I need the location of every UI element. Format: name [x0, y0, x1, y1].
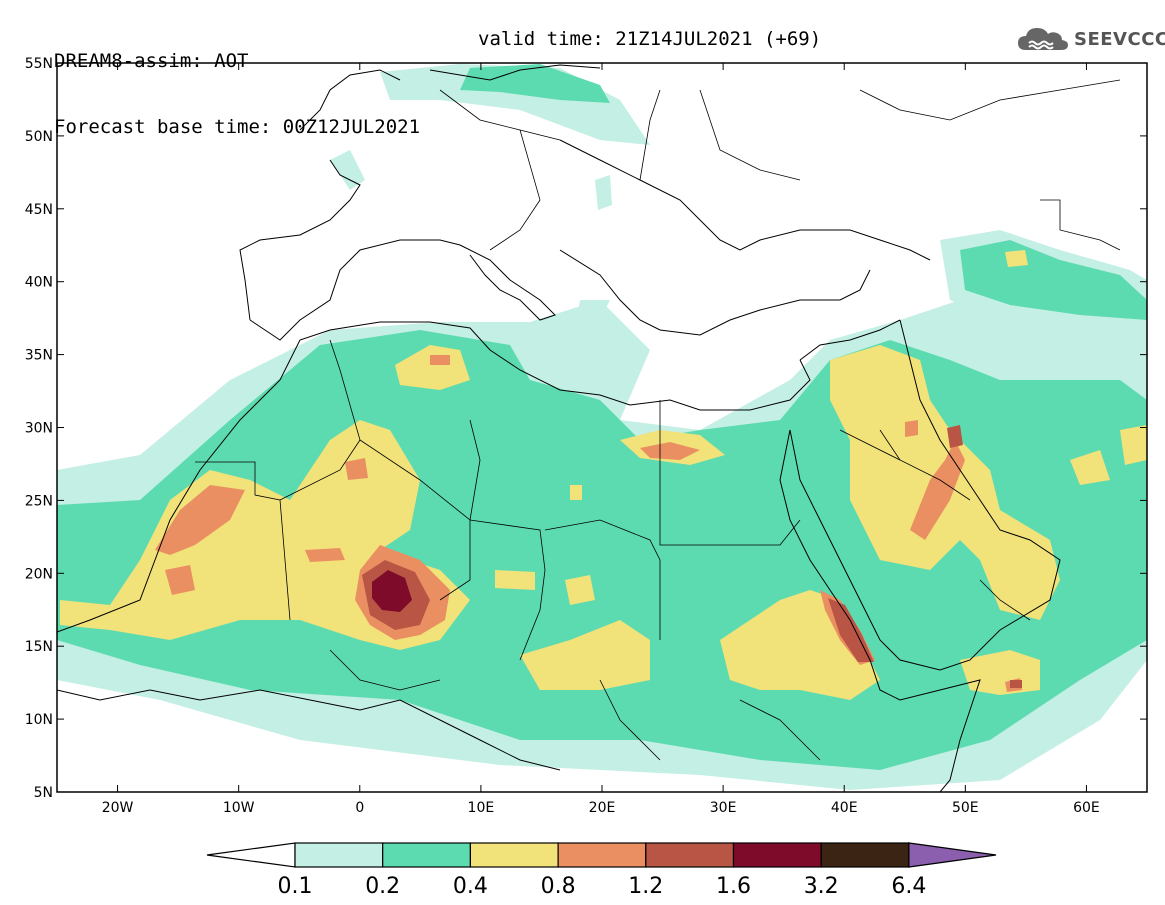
title-valid-time: valid time: 21Z14JUL2021 (+69) [478, 28, 822, 50]
colorbar-level-label: 6.4 [891, 874, 926, 899]
colorbar-level-label: 0.1 [278, 874, 313, 899]
lon-tick-label: 30E [710, 800, 737, 816]
colorbar-under-arrow [206, 842, 296, 868]
lat-tick-label: 5N [34, 785, 53, 801]
lat-tick-label: 25N [25, 493, 53, 509]
lat-tick-label: 20N [25, 566, 53, 582]
aot-band-1.6-3.2 [372, 570, 412, 612]
title-base-time: Forecast base time: 00Z12JUL2021 [54, 116, 421, 138]
colorbar-swatch [732, 842, 822, 868]
lat-tick-label: 30N [25, 421, 53, 437]
lon-tick-label: 60E [1073, 800, 1100, 816]
lat-tick-label: 50N [25, 129, 53, 145]
lon-tick-label: 40E [831, 800, 858, 816]
lon-tick-label: 50E [952, 800, 979, 816]
colorbar-swatch [645, 842, 735, 868]
colorbar-level-label: 1.2 [628, 874, 663, 899]
colorbar: 0.1 0.2 0.4 0.8 1.2 1.6 3.2 6.4 [206, 842, 997, 899]
cloud-icon [1018, 28, 1068, 50]
colorbar-level-label: 0.8 [541, 874, 576, 899]
colorbar-over-arrow [908, 842, 997, 868]
colorbar-level-label: 3.2 [804, 874, 839, 899]
lon-tick-label: 10W [223, 800, 255, 816]
lat-tick-label: 10N [25, 712, 53, 728]
map-title: DREAM8-assim: AOT Forecast base time: 00… [54, 6, 821, 182]
colorbar-level-label: 0.2 [365, 874, 400, 899]
colorbar-swatch [557, 842, 647, 868]
colorbar-swatch [820, 842, 910, 868]
country-borders [195, 79, 1121, 761]
colorbar-level-label: 0.4 [453, 874, 488, 899]
lat-tick-label: 55N [25, 56, 53, 72]
colorbar-level-label: 1.6 [716, 874, 751, 899]
lon-tick-label: 20W [102, 800, 134, 816]
seevccc-logo: SEEVCCC [1016, 24, 1165, 54]
lon-tick-label: 0 [355, 800, 364, 816]
lon-tick-label: 20E [589, 800, 616, 816]
logo-text: SEEVCCC [1074, 28, 1165, 50]
colorbar-swatch [469, 842, 559, 868]
lat-tick-label: 15N [25, 639, 53, 655]
lat-tick-label: 35N [25, 348, 53, 364]
title-model-variable: DREAM8-assim: AOT [54, 50, 249, 72]
lat-tick-label: 45N [25, 202, 53, 218]
lat-tick-label: 40N [25, 275, 53, 291]
latitude-axis: 55N 50N 45N 40N 35N 30N 25N 20N 15N 10N 5N [25, 56, 1147, 801]
aot-fields [57, 64, 1147, 790]
lon-tick-label: 10E [468, 800, 495, 816]
longitude-axis: 20W 10W 0 10E 20E 30E 40E 50E 60E [102, 63, 1100, 816]
colorbar-swatch [382, 842, 472, 868]
colorbar-swatch [294, 842, 384, 868]
